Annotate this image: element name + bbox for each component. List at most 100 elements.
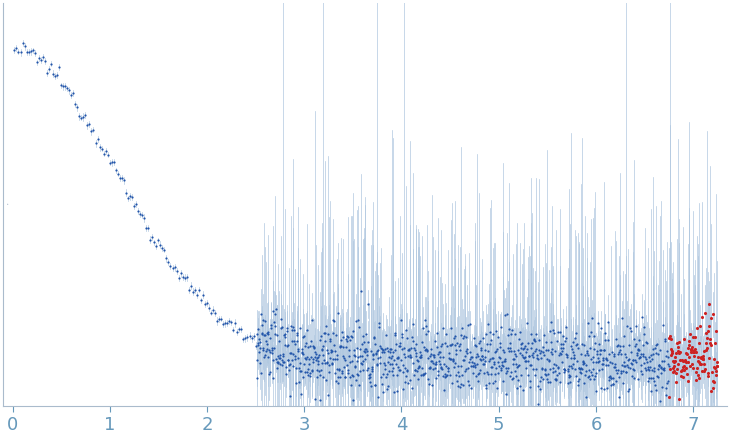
Point (445, 355, 457, 362)
Point (199, 301, 211, 308)
Point (285, 350, 296, 357)
Point (673, 339, 685, 346)
Point (255, 359, 266, 366)
Point (557, 340, 569, 347)
Point (469, 341, 481, 348)
Point (683, 354, 694, 361)
Point (326, 361, 337, 368)
Point (474, 337, 485, 344)
Point (453, 342, 465, 349)
Point (574, 364, 585, 371)
Point (64, 87, 75, 94)
Point (483, 380, 495, 387)
Point (310, 349, 321, 356)
Point (575, 366, 586, 373)
Point (535, 373, 547, 380)
Point (708, 363, 720, 370)
Point (527, 366, 539, 373)
Point (623, 356, 635, 363)
Point (410, 350, 421, 357)
Point (687, 364, 699, 371)
Point (656, 384, 668, 391)
Point (710, 340, 721, 347)
Point (648, 367, 660, 374)
Point (594, 347, 606, 354)
Point (461, 349, 473, 356)
Point (431, 343, 442, 350)
Point (514, 329, 526, 336)
Point (487, 354, 499, 361)
Point (493, 363, 504, 370)
Point (572, 358, 583, 365)
Point (407, 360, 419, 367)
Point (661, 385, 672, 392)
Point (210, 309, 221, 316)
Point (59, 83, 71, 90)
Point (486, 355, 498, 362)
Point (537, 343, 548, 350)
Point (362, 301, 374, 308)
Point (645, 374, 657, 381)
Point (613, 348, 625, 355)
Point (464, 382, 475, 388)
Point (334, 343, 345, 350)
Point (700, 330, 712, 337)
Point (602, 319, 614, 326)
Point (310, 357, 322, 364)
Point (156, 244, 168, 251)
Point (292, 355, 304, 362)
Point (350, 353, 361, 360)
Point (437, 372, 448, 379)
Point (533, 337, 545, 344)
Point (169, 264, 180, 271)
Point (435, 364, 447, 371)
Point (404, 377, 416, 384)
Point (289, 356, 301, 363)
Point (138, 215, 150, 222)
Point (676, 356, 688, 363)
Point (589, 373, 601, 380)
Point (658, 365, 669, 372)
Point (330, 378, 342, 385)
Point (328, 355, 339, 362)
Point (269, 311, 281, 318)
Point (447, 356, 458, 363)
Point (275, 315, 287, 322)
Point (704, 340, 715, 347)
Point (402, 335, 413, 342)
Point (556, 345, 567, 352)
Point (446, 379, 458, 386)
Point (586, 315, 598, 322)
Point (473, 369, 485, 376)
Point (620, 354, 632, 361)
Point (369, 382, 381, 388)
Point (409, 367, 420, 374)
Point (662, 378, 674, 385)
Point (553, 352, 565, 359)
Point (375, 344, 387, 351)
Point (618, 363, 629, 370)
Point (498, 347, 510, 354)
Point (487, 380, 499, 387)
Point (465, 385, 477, 392)
Point (312, 360, 323, 367)
Point (697, 356, 709, 363)
Point (646, 356, 658, 363)
Point (694, 323, 706, 329)
Point (331, 356, 342, 363)
Point (666, 350, 677, 357)
Point (532, 382, 544, 389)
Point (529, 347, 541, 354)
Point (679, 357, 691, 364)
Point (258, 354, 270, 361)
Point (504, 344, 516, 351)
Point (315, 367, 327, 374)
Point (350, 377, 361, 384)
Point (410, 347, 421, 354)
Point (576, 365, 588, 372)
Point (291, 331, 303, 338)
Point (706, 368, 718, 375)
Point (558, 369, 570, 376)
Point (353, 382, 365, 388)
Point (491, 385, 503, 392)
